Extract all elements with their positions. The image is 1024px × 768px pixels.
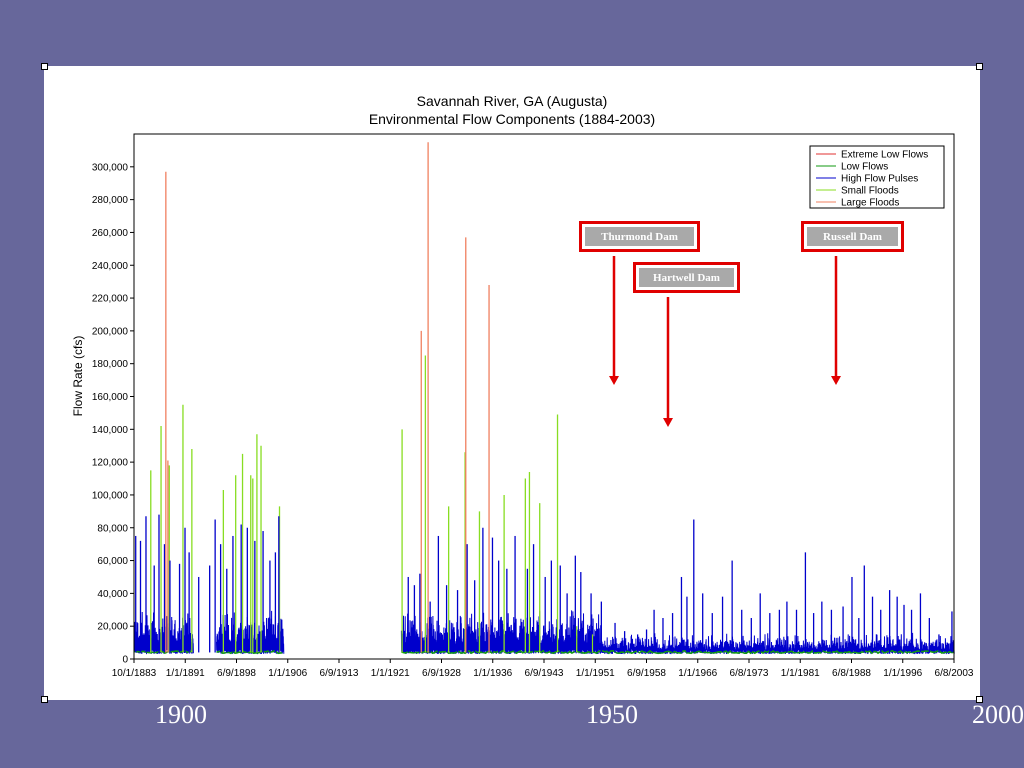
x-tick-label: 1/1/1906: [268, 668, 307, 679]
legend-box: [809, 145, 945, 209]
thurmond-dam-label: Thurmond Dam: [585, 227, 694, 246]
chart-panel: Savannah River, GA (Augusta) Environment…: [41, 63, 983, 703]
decade-label-1950: 1950: [586, 700, 638, 729]
y-tick-label: 280,000: [92, 195, 129, 206]
chart-subtitle: Environmental Flow Components (1884-2003…: [369, 111, 655, 127]
selection-handle-top-right[interactable]: [976, 63, 983, 70]
x-tick-label: 6/8/1973: [730, 668, 769, 679]
hartwell-dam-label: Hartwell Dam: [639, 268, 734, 287]
chart: Savannah River, GA (Augusta) Environment…: [71, 93, 974, 679]
russell-dam-label: Russell Dam: [807, 227, 898, 246]
low-flows-line: [133, 649, 192, 654]
x-tick-label: 6/9/1943: [525, 668, 564, 679]
x-tick-label: 6/8/1988: [832, 668, 871, 679]
y-tick-label: 20,000: [97, 622, 128, 633]
plot-area: 0 20,000 40,000 60,000 80,000 100,000 120,000 1…: [92, 142, 974, 679]
russell-dam-annotation: Russell Dam: [801, 221, 904, 252]
y-tick-label: 140,000: [92, 425, 129, 436]
legend-label: Low Flows: [841, 162, 888, 173]
y-tick-label: 180,000: [92, 359, 129, 370]
high-flow-pulses-noise: [400, 610, 955, 655]
x-tick-label: 6/9/1928: [422, 668, 461, 679]
selection-handle-bottom-left[interactable]: [41, 696, 48, 703]
selection-handle-bottom-right[interactable]: [976, 696, 983, 703]
x-tick-label: 1/1/1936: [473, 668, 512, 679]
y-tick-label: 120,000: [92, 458, 129, 469]
x-tick-label: 6/9/1898: [217, 668, 256, 679]
x-tick-label: 1/1/1996: [883, 668, 922, 679]
low-flows-line: [401, 649, 955, 655]
legend-label: Extreme Low Flows: [841, 150, 928, 161]
x-tick-label: 6/9/1958: [627, 668, 666, 679]
x-tick-label: 10/1/1883: [112, 668, 157, 679]
decade-label-2000: 2000: [972, 700, 1024, 729]
y-tick-label: 220,000: [92, 294, 129, 305]
y-tick-label: 260,000: [92, 228, 129, 239]
x-tick-label: 6/8/2003: [935, 668, 974, 679]
y-tick-label: 40,000: [97, 589, 128, 600]
x-tick-label: 1/1/1921: [371, 668, 410, 679]
decade-label-1900: 1900: [155, 700, 207, 729]
x-tick-label: 1/1/1966: [678, 668, 717, 679]
chart-title: Savannah River, GA (Augusta): [417, 93, 608, 109]
y-tick-label: 200,000: [92, 326, 129, 337]
y-tick-label: 300,000: [92, 162, 129, 173]
low-flows-line: [216, 650, 283, 655]
legend-label: High Flow Pulses: [841, 174, 918, 185]
y-axis-label: Flow Rate (cfs): [71, 336, 85, 417]
hartwell-dam-annotation: Hartwell Dam: [633, 262, 740, 293]
y-tick-label: 80,000: [97, 523, 128, 534]
plot-frame: [133, 133, 955, 660]
thurmond-dam-annotation: Thurmond Dam: [579, 221, 700, 252]
x-tick-label: 6/9/1913: [320, 668, 359, 679]
y-tick-label: 60,000: [97, 556, 128, 567]
x-tick-label: 1/1/1891: [166, 668, 205, 679]
y-tick-label: 100,000: [92, 490, 129, 501]
legend-label: Small Floods: [841, 186, 899, 197]
y-tick-label: 240,000: [92, 261, 129, 272]
legend-label: Large Floods: [841, 198, 899, 209]
x-tick-label: 1/1/1981: [781, 668, 820, 679]
y-tick-label: 0: [122, 655, 128, 666]
y-tick-label: 160,000: [92, 392, 129, 403]
selection-handle-top-left[interactable]: [41, 63, 48, 70]
x-tick-label: 1/1/1951: [576, 668, 615, 679]
